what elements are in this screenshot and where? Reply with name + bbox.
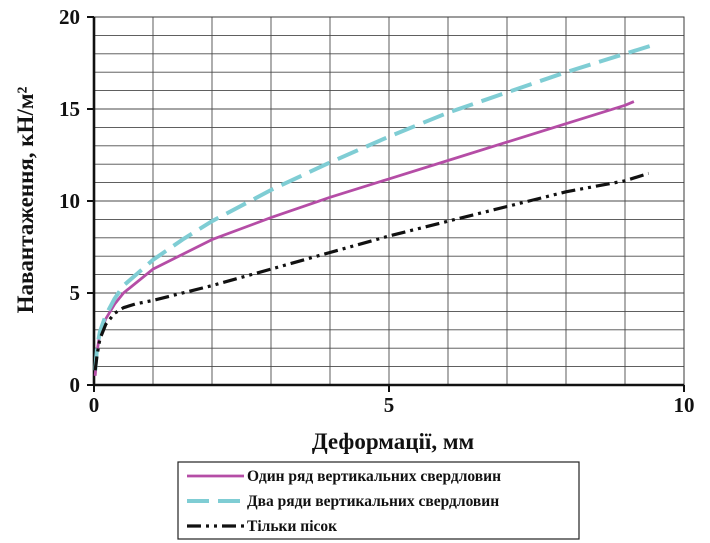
tick-labels: 0 5 10 15 20 0 5 10	[59, 5, 695, 417]
legend: Один ряд вертикальних свердловин Два ряди…	[177, 461, 580, 540]
series-line-2	[93, 42, 656, 371]
x-tick-label: 10	[674, 393, 695, 417]
legend-box	[177, 461, 580, 540]
plot-axes	[87, 16, 685, 392]
plot-grid	[93, 16, 685, 386]
series-line-3	[93, 171, 650, 371]
series-layer	[93, 42, 656, 376]
series-line-1	[93, 100, 635, 376]
y-tick-label: 5	[70, 281, 81, 305]
y-tick-label: 0	[70, 373, 81, 397]
x-tick-label: 0	[89, 393, 100, 417]
legend-label-2: Два ряди вертикальних свердловин	[247, 493, 499, 510]
y-axis-title: Навантаження, кН/м²	[13, 87, 38, 314]
x-axis-title: Деформації, мм	[312, 429, 474, 454]
y-tick-label: 15	[59, 97, 80, 121]
y-tick-label: 20	[59, 5, 80, 29]
legend-label-3: Тільки пісок	[247, 518, 337, 535]
x-tick-label: 5	[384, 393, 395, 417]
y-tick-label: 10	[59, 189, 80, 213]
legend-label-1: Один ряд вертикальних свердловин	[247, 468, 501, 485]
